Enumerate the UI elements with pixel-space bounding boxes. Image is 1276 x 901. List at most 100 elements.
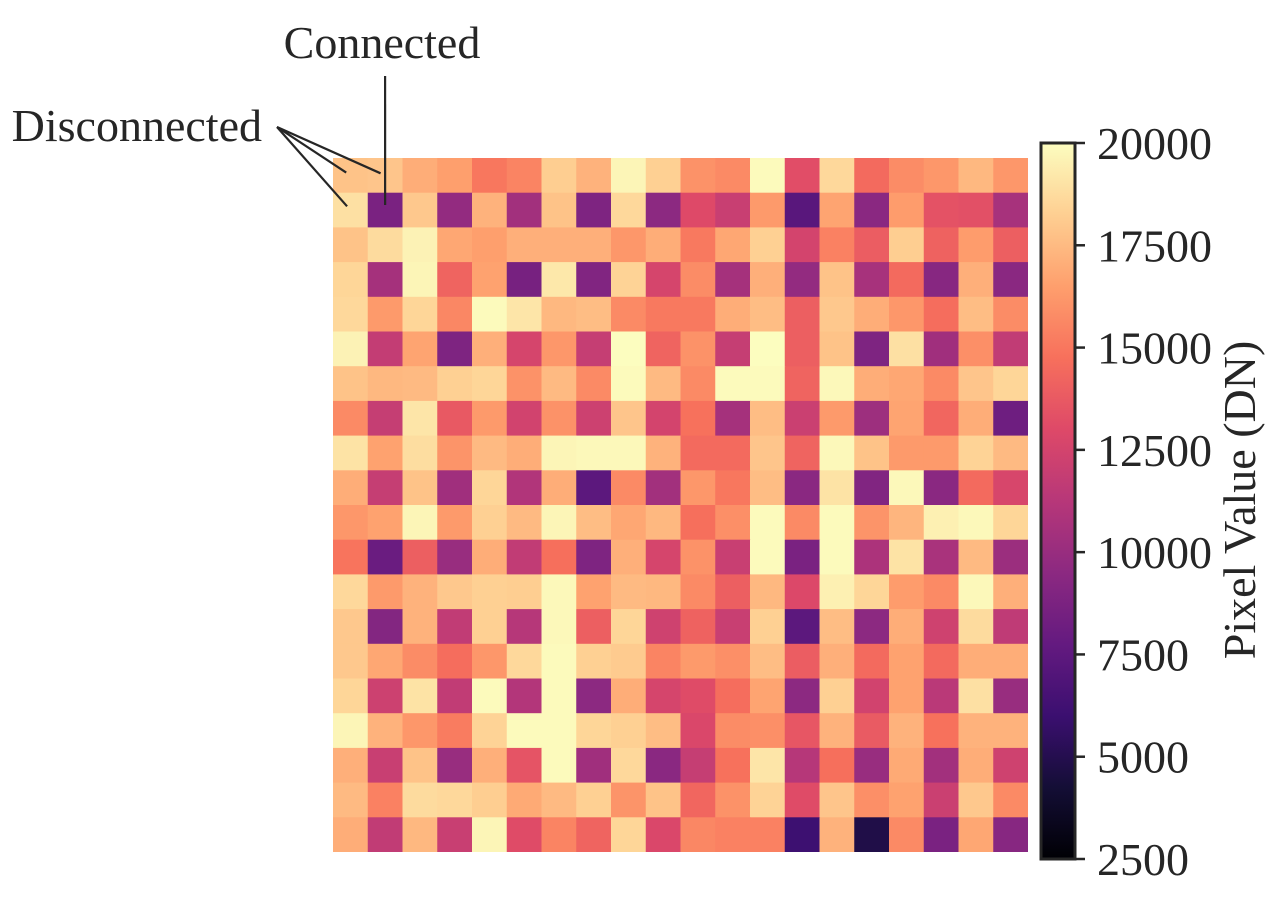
heatmap-cell (333, 262, 369, 298)
heatmap-cell (923, 678, 960, 714)
heatmap-cell (611, 678, 647, 714)
heatmap-cell (715, 609, 751, 645)
heatmap-cell (784, 609, 821, 645)
heatmap-cell (715, 400, 751, 437)
heatmap-cell (958, 158, 994, 194)
heatmap-cell (819, 296, 855, 333)
heatmap-cell (576, 817, 612, 852)
heatmap-cell (611, 609, 647, 645)
heatmap-cell (993, 505, 1028, 541)
heatmap-cell (367, 643, 404, 680)
heatmap-cell (645, 539, 682, 575)
heatmap-cell (437, 817, 473, 852)
heatmap-cell (715, 435, 751, 471)
heatmap-cell (333, 505, 369, 541)
heatmap-cell (367, 366, 404, 402)
heatmap-cell (541, 678, 577, 714)
heatmap-cell (645, 747, 682, 784)
heatmap-cell (784, 158, 821, 194)
heatmap-cell (819, 574, 855, 610)
heatmap-cell (958, 470, 994, 506)
heatmap-cell (437, 505, 473, 541)
heatmap-cell (541, 470, 577, 506)
heatmap-cell (472, 505, 508, 541)
heatmap-cell (402, 296, 438, 333)
heatmap-cell (541, 400, 577, 437)
heatmap-cell (437, 713, 473, 749)
heatmap-cell (576, 678, 612, 714)
heatmap-cell (367, 574, 404, 610)
heatmap-cell (611, 158, 647, 194)
heatmap-cell (923, 609, 960, 645)
heatmap-cell (645, 435, 682, 471)
heatmap-cell (958, 713, 994, 749)
heatmap-cell (402, 331, 438, 367)
heatmap-cell (715, 470, 751, 506)
heatmap-cell (680, 227, 716, 263)
heatmap-cell (576, 539, 612, 575)
heatmap-cell (715, 817, 751, 852)
heatmap-cell (506, 296, 543, 333)
heatmap-cell (750, 643, 786, 680)
heatmap-cell (750, 713, 786, 749)
heatmap-cell (993, 782, 1028, 818)
heatmap-cell (402, 505, 438, 541)
heatmap-cell (402, 817, 438, 852)
heatmap-cell (784, 643, 821, 680)
heatmap-cell (993, 643, 1028, 680)
annotation-line (276, 126, 348, 208)
annotation-line (276, 125, 382, 175)
heatmap-cell (611, 713, 647, 749)
heatmap-cell (680, 817, 716, 852)
heatmap-cell (541, 643, 577, 680)
heatmap-cell (993, 296, 1028, 333)
heatmap-cell (402, 192, 438, 228)
heatmap-cell (889, 747, 925, 784)
heatmap-cell (680, 296, 716, 333)
heatmap-cell (784, 366, 821, 402)
heatmap-cell (680, 713, 716, 749)
heatmap-cell (993, 713, 1028, 749)
heatmap-cell (889, 574, 925, 610)
heatmap-cell (472, 470, 508, 506)
heatmap-cell (541, 539, 577, 575)
heatmap-cell (541, 331, 577, 367)
heatmap-cell (784, 227, 821, 263)
heatmap-cell (854, 643, 890, 680)
heatmap-cell (541, 747, 577, 784)
heatmap-cell (889, 331, 925, 367)
heatmap-cell (472, 817, 508, 852)
heatmap-cell (472, 435, 508, 471)
heatmap-cell (333, 643, 369, 680)
heatmap-cell (680, 539, 716, 575)
heatmap-cell (958, 366, 994, 402)
heatmap-cell (437, 400, 473, 437)
heatmap-cell (680, 747, 716, 784)
heatmap-cell (784, 192, 821, 228)
heatmap-cell (645, 817, 682, 852)
heatmap-cell (645, 366, 682, 402)
heatmap-cell (541, 296, 577, 333)
heatmap-cell (923, 296, 960, 333)
heatmap-cell (784, 574, 821, 610)
heatmap-cell (645, 609, 682, 645)
heatmap-cell (854, 331, 890, 367)
heatmap-cell (541, 227, 577, 263)
heatmap-cell (715, 296, 751, 333)
heatmap-cell (576, 782, 612, 818)
heatmap-cell (506, 400, 543, 437)
heatmap-cell (680, 609, 716, 645)
heatmap-cell (750, 158, 786, 194)
heatmap-cell (645, 470, 682, 506)
heatmap-cell (680, 643, 716, 680)
heatmap-cell (923, 817, 960, 852)
heatmap-cell (506, 227, 543, 263)
heatmap-cell (333, 782, 369, 818)
heatmap-cell (611, 782, 647, 818)
heatmap-cell (645, 296, 682, 333)
heatmap-cell (854, 192, 890, 228)
heatmap-cell (611, 817, 647, 852)
colorbar-gradient (1041, 143, 1075, 859)
heatmap-cell (958, 400, 994, 437)
